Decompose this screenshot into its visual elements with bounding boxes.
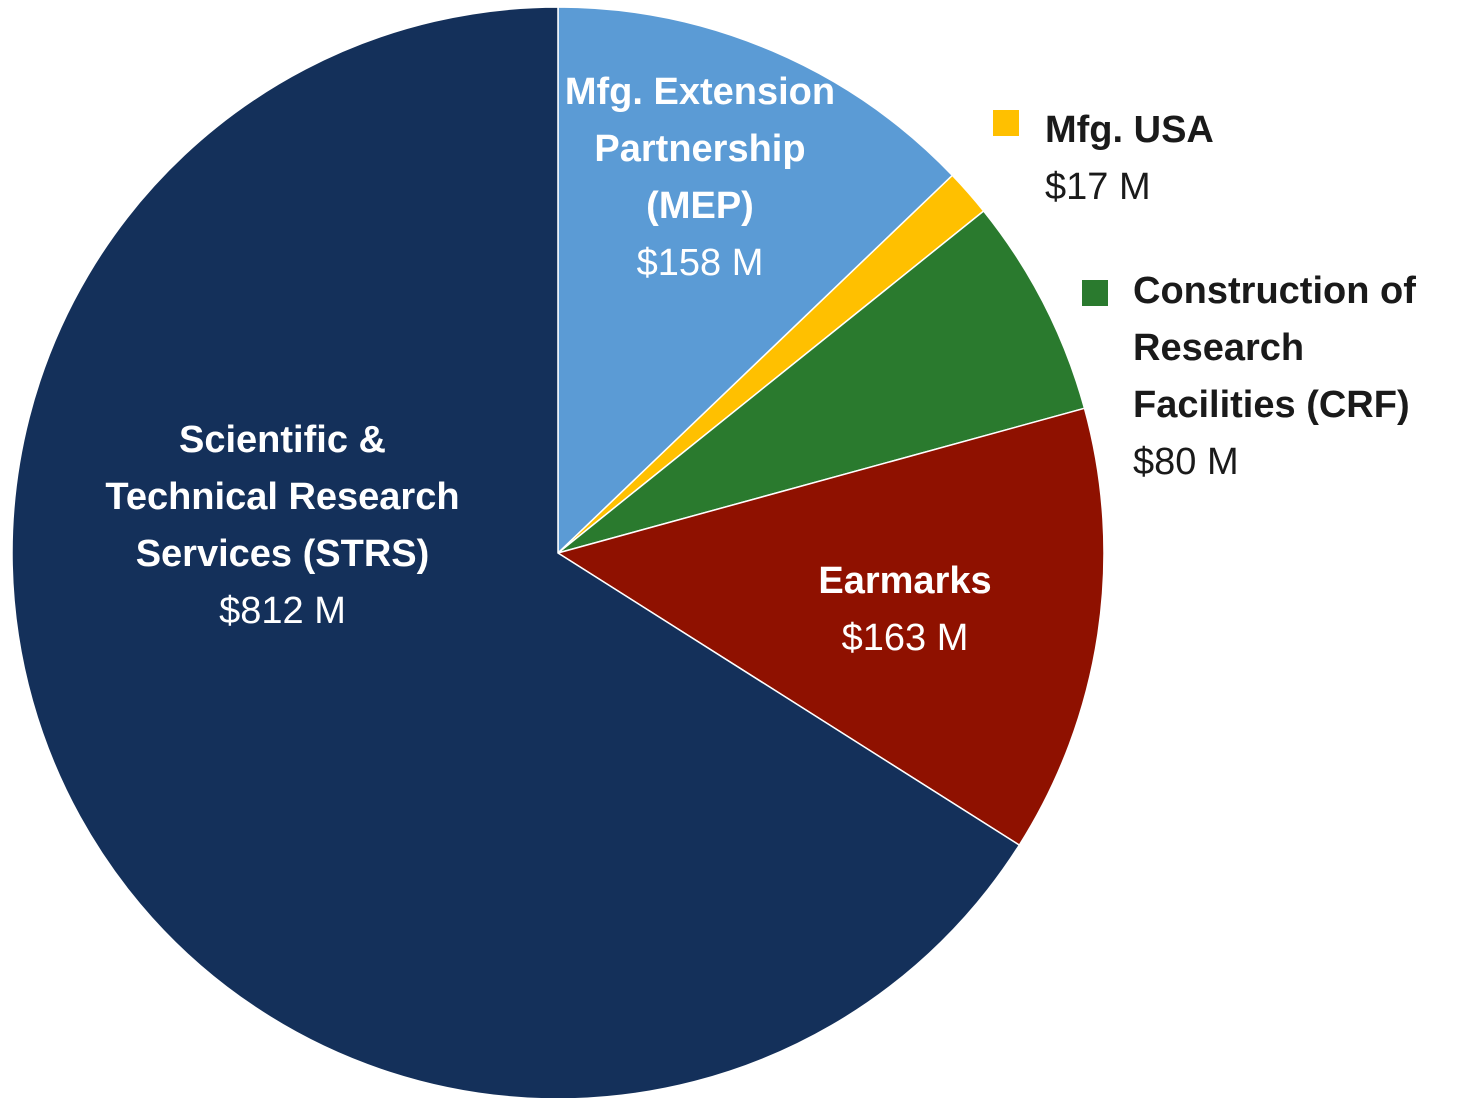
- category-label: Construction of Research Facilities (CRF…: [1133, 270, 1416, 426]
- value-label: $80 M: [1133, 441, 1239, 483]
- slice-label: Earmarks $163 M: [775, 553, 1035, 667]
- value-label: $812 M: [219, 590, 346, 632]
- legend-swatch: [1082, 280, 1108, 306]
- pie-slice: [556, 407, 1105, 847]
- category-label: Earmarks: [818, 560, 992, 602]
- value-label: $17 M: [1045, 166, 1151, 208]
- category-label: Scientific & Technical Research Services…: [105, 419, 460, 575]
- legend-swatch: [993, 110, 1019, 136]
- pie-slice: [557, 6, 954, 555]
- category-label: Mfg. Extension Partnership (MEP): [564, 71, 836, 227]
- category-label: Mfg. USA: [1045, 109, 1214, 151]
- slice-label: Scientific & Technical Research Services…: [90, 412, 475, 640]
- slice-label: Mfg. Extension Partnership (MEP) $158 M: [560, 64, 840, 292]
- pie-slice: [11, 6, 1021, 1098]
- value-label: $163 M: [841, 617, 969, 659]
- pie-slice: [557, 209, 1086, 554]
- slice-label: Mfg. USA $17 M: [1045, 102, 1345, 216]
- slice-label: Construction of Research Facilities (CRF…: [1133, 263, 1473, 491]
- value-label: $158 M: [636, 242, 764, 284]
